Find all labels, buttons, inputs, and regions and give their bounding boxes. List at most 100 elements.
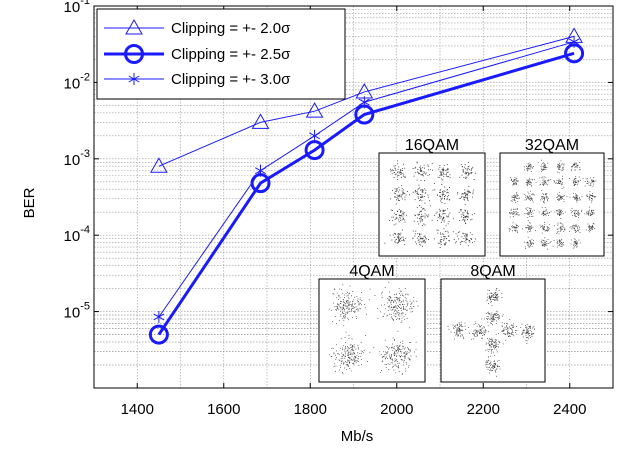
sample-dot bbox=[490, 368, 492, 370]
sample-dot bbox=[397, 197, 398, 199]
sample-dot bbox=[561, 226, 563, 228]
sample-dot bbox=[448, 221, 450, 222]
sample-dot bbox=[397, 168, 399, 170]
sample-dot bbox=[562, 228, 563, 230]
sample-dot bbox=[485, 330, 486, 332]
sample-dot bbox=[586, 195, 587, 197]
sample-dot bbox=[543, 210, 545, 212]
sample-dot bbox=[387, 302, 389, 304]
sample-dot bbox=[386, 352, 388, 354]
sample-dot bbox=[439, 192, 440, 193]
sample-dot bbox=[534, 179, 535, 181]
sample-dot bbox=[395, 306, 397, 307]
sample-dot bbox=[488, 351, 490, 353]
sample-dot bbox=[420, 180, 422, 181]
inset-frame bbox=[499, 152, 605, 257]
sample-dot bbox=[468, 186, 470, 187]
sample-dot bbox=[487, 338, 488, 339]
sample-dot bbox=[419, 187, 421, 189]
sample-dot bbox=[527, 241, 528, 243]
sample-dot bbox=[424, 171, 425, 173]
sample-dot bbox=[443, 217, 445, 218]
sample-dot bbox=[473, 330, 475, 332]
sample-dot bbox=[442, 195, 444, 197]
sample-dot bbox=[447, 223, 449, 225]
sample-dot bbox=[592, 194, 593, 196]
sample-dot bbox=[464, 215, 466, 217]
sample-dot bbox=[513, 216, 514, 217]
sample-dot bbox=[573, 224, 575, 226]
sample-dot bbox=[459, 331, 461, 333]
sample-dot bbox=[401, 359, 403, 361]
sample-dot bbox=[397, 306, 399, 307]
sample-dot bbox=[560, 211, 561, 212]
sample-dot bbox=[589, 229, 590, 230]
sample-dot bbox=[424, 180, 425, 182]
sample-dot bbox=[540, 183, 542, 185]
sample-dot bbox=[357, 301, 359, 302]
sample-dot bbox=[491, 319, 493, 321]
series-line bbox=[157, 51, 575, 336]
star-stroke bbox=[568, 38, 580, 46]
sample-dot bbox=[496, 288, 498, 289]
sample-dot bbox=[515, 227, 517, 228]
sample-dot bbox=[400, 308, 401, 309]
sample-dot bbox=[437, 229, 439, 231]
sample-dot bbox=[439, 195, 440, 197]
sample-dot bbox=[407, 347, 408, 349]
sample-dot bbox=[461, 166, 463, 167]
sample-dot bbox=[562, 196, 563, 197]
sample-dot bbox=[542, 183, 544, 185]
sample-dot bbox=[561, 178, 563, 180]
sample-dot bbox=[347, 312, 348, 314]
sample-dot bbox=[558, 169, 560, 170]
sample-dot bbox=[544, 166, 546, 167]
sample-dot bbox=[348, 335, 350, 336]
sample-dot bbox=[461, 174, 463, 176]
sample-dot bbox=[493, 314, 495, 316]
sample-dot bbox=[392, 300, 393, 301]
sample-dot bbox=[459, 325, 461, 327]
sample-dot bbox=[358, 304, 360, 306]
sample-dot bbox=[558, 196, 560, 197]
sample-dot bbox=[488, 303, 489, 304]
sample-dot bbox=[337, 307, 339, 308]
sample-dot bbox=[492, 319, 493, 320]
sample-dot bbox=[516, 225, 518, 227]
sample-dot bbox=[403, 357, 405, 359]
sample-dot bbox=[472, 166, 474, 168]
sample-dot bbox=[526, 168, 528, 169]
inset-4qam: 4QAM bbox=[318, 263, 426, 383]
sample-dot bbox=[476, 333, 478, 335]
sample-dot bbox=[487, 312, 489, 314]
sample-dot bbox=[589, 206, 590, 208]
sample-dot bbox=[561, 163, 563, 165]
sample-dot bbox=[396, 217, 397, 219]
sample-dot bbox=[516, 227, 518, 228]
sample-dot bbox=[349, 348, 350, 350]
sample-dot bbox=[400, 169, 401, 171]
sample-dot bbox=[398, 233, 400, 235]
sample-dot bbox=[347, 302, 349, 304]
star-stroke bbox=[255, 167, 266, 175]
sample-dot bbox=[489, 290, 490, 291]
sample-dot bbox=[441, 194, 443, 196]
sample-dot bbox=[492, 316, 494, 317]
sample-dot bbox=[576, 246, 578, 247]
sample-dot bbox=[530, 164, 532, 166]
sample-dot bbox=[405, 362, 407, 363]
sample-dot bbox=[588, 197, 590, 199]
sample-dot bbox=[406, 214, 407, 216]
sample-dot bbox=[559, 166, 561, 167]
sample-dot bbox=[514, 183, 515, 185]
sample-dot bbox=[460, 197, 461, 199]
sample-dot bbox=[544, 222, 545, 223]
sample-dot bbox=[531, 185, 533, 187]
sample-dot bbox=[356, 318, 357, 319]
sample-dot bbox=[390, 209, 392, 211]
sample-dot bbox=[467, 195, 469, 197]
sample-dot bbox=[516, 212, 518, 214]
sample-dot bbox=[505, 339, 507, 341]
sample-dot bbox=[348, 338, 350, 339]
